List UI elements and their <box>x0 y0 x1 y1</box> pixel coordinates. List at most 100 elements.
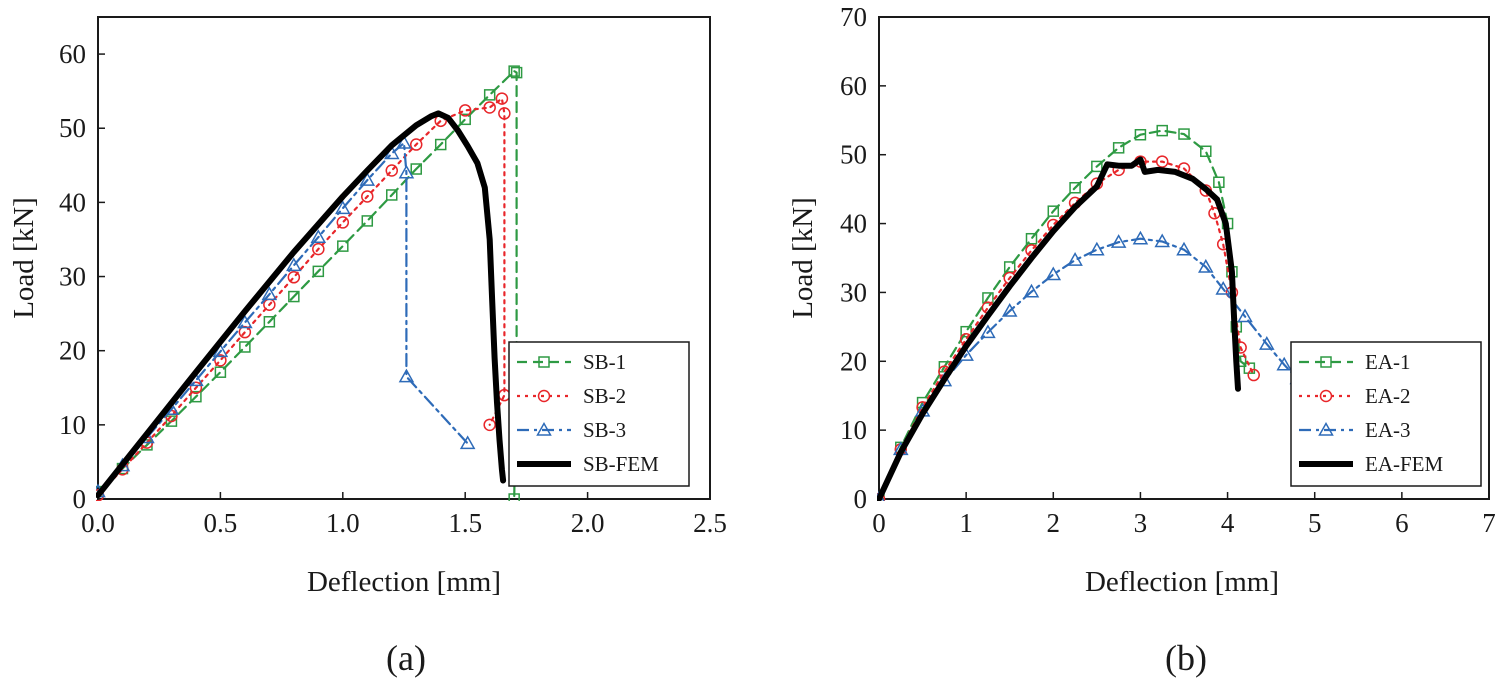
x-tick-label-a: 0.0 <box>81 508 115 538</box>
data-point-sb-2 <box>361 190 374 203</box>
data-point-sb-1 <box>510 66 523 79</box>
x-tick-label-a: 2.5 <box>693 508 727 538</box>
data-point-ea-3 <box>1154 233 1170 248</box>
panel-label-b: (b) <box>1165 638 1207 678</box>
data-point-ea-3 <box>1259 336 1275 350</box>
data-point-ea-3 <box>1089 241 1105 256</box>
data-point-sb-1 <box>263 316 276 328</box>
ticks-a: 0.0 0.5 1.0 1.5 2.0 2.5 0 10 20 30 40 50 60 <box>59 39 727 538</box>
data-point-ea-1 <box>1047 205 1060 217</box>
data-point-sb-1 <box>410 163 422 175</box>
data-point-ea-3 <box>1067 252 1083 266</box>
data-point-sb-2 <box>385 164 399 177</box>
series-line-sb-1 <box>96 69 518 501</box>
data-point-sb-2 <box>189 381 203 395</box>
data-point-sb-3 <box>212 343 229 358</box>
y-tick-label-a: 0 <box>73 484 87 514</box>
legend-label-ea-fem: EA-FEM <box>1365 452 1443 476</box>
data-point-ea-1 <box>1069 182 1081 194</box>
x-tick-label-a: 0.5 <box>204 508 238 538</box>
data-point-sb-2 <box>498 107 511 120</box>
legend-label-ea-1: EA-1 <box>1365 350 1411 374</box>
data-point-ea-1 <box>1091 160 1103 173</box>
data-point-sb-3 <box>398 164 415 179</box>
data-point-sb-1 <box>190 390 202 403</box>
legend-label-sb-2: SB-2 <box>583 384 626 408</box>
data-point-sb-2 <box>458 104 472 117</box>
panel-label-a: (a) <box>386 638 426 678</box>
data-point-ea-1 <box>1178 128 1190 140</box>
data-point-ea-3 <box>1276 356 1292 371</box>
data-point-ea-1 <box>1200 145 1212 158</box>
data-point-ea-2 <box>1155 155 1169 168</box>
legend-marker-sb-2 <box>537 389 551 403</box>
x-axis-label-a: Deflection [mm] <box>307 566 501 598</box>
series-line-ea-1 <box>877 129 1251 501</box>
data-point-sb-2 <box>409 138 423 151</box>
data-point-ea-1 <box>982 292 994 304</box>
x-tick-label-b: 0 <box>872 508 886 538</box>
data-point-sb-2 <box>238 325 252 339</box>
data-point-sb-1 <box>434 138 447 151</box>
y-tick-label-a: 40 <box>59 187 86 217</box>
data-point-ea-3 <box>1198 258 1214 273</box>
plot-frame-b <box>878 16 1490 500</box>
x-tick-label-b: 1 <box>959 508 973 538</box>
data-point-sb-1 <box>337 240 349 252</box>
data-point-sb-2 <box>214 354 227 367</box>
y-tick-label-a: 60 <box>59 39 86 69</box>
data-point-ea-1 <box>1213 176 1225 189</box>
legend-marker-sb-1 <box>538 356 550 368</box>
data-point-ea-3 <box>1215 280 1231 295</box>
legend-marker-ea-2 <box>1319 389 1333 403</box>
y-tick-label-b: 10 <box>840 415 867 445</box>
data-point-sb-2 <box>483 101 496 114</box>
y-tick-label-b: 40 <box>840 209 867 239</box>
data-point-ea-3 <box>1237 308 1253 323</box>
x-tick-label-b: 6 <box>1395 508 1409 538</box>
data-point-ea-3 <box>1176 241 1192 256</box>
series-line-sb-2 <box>96 97 506 497</box>
x-tick-label-b: 5 <box>1308 508 1322 538</box>
x-tick-label-a: 1.5 <box>448 508 482 538</box>
y-tick-label-a: 10 <box>59 410 86 440</box>
x-tick-label-b: 7 <box>1482 508 1496 538</box>
series-a <box>96 65 523 501</box>
y-tick-label-b: 0 <box>854 484 868 514</box>
data-point-sb-2 <box>483 418 496 432</box>
y-tick-label-a: 50 <box>59 113 86 143</box>
data-point-ea-2 <box>1247 368 1260 382</box>
x-axis-label-b: Deflection [mm] <box>1085 566 1279 598</box>
data-point-ea-1 <box>1134 128 1147 141</box>
series-line-ea-fem <box>877 156 1241 501</box>
x-tick-label-b: 3 <box>1134 508 1148 538</box>
series-line-sb-fem <box>96 110 507 499</box>
legend-label-sb-3: SB-3 <box>583 418 626 442</box>
y-tick-label-a: 20 <box>59 336 86 366</box>
data-point-sb-3 <box>261 286 278 301</box>
plot-frame-a <box>97 16 711 500</box>
x-tick-label-a: 2.0 <box>571 508 605 538</box>
data-point-sb-1 <box>459 113 471 126</box>
data-point-sb-3 <box>286 257 302 272</box>
y-tick-label-b: 20 <box>840 346 867 376</box>
data-point-sb-1 <box>386 189 398 201</box>
legend-b: EA-1 EA-2 EA-3 EA-FEM <box>1290 341 1482 487</box>
data-point-sb-2 <box>336 216 350 229</box>
data-point-sb-1 <box>288 290 300 303</box>
data-point-sb-3 <box>359 172 376 186</box>
y-tick-label-b: 60 <box>840 71 867 101</box>
data-point-sb-3 <box>396 135 412 149</box>
data-point-sb-1 <box>483 89 496 101</box>
data-point-sb-2 <box>312 242 325 256</box>
legend-marker-ea-3 <box>1318 421 1334 436</box>
data-point-sb-3 <box>398 368 415 383</box>
data-point-sb-3 <box>310 229 327 243</box>
data-point-sb-2 <box>495 92 509 105</box>
data-point-sb-3 <box>459 435 476 450</box>
data-point-ea-3 <box>1132 230 1149 245</box>
legend-label-ea-3: EA-3 <box>1365 418 1411 442</box>
